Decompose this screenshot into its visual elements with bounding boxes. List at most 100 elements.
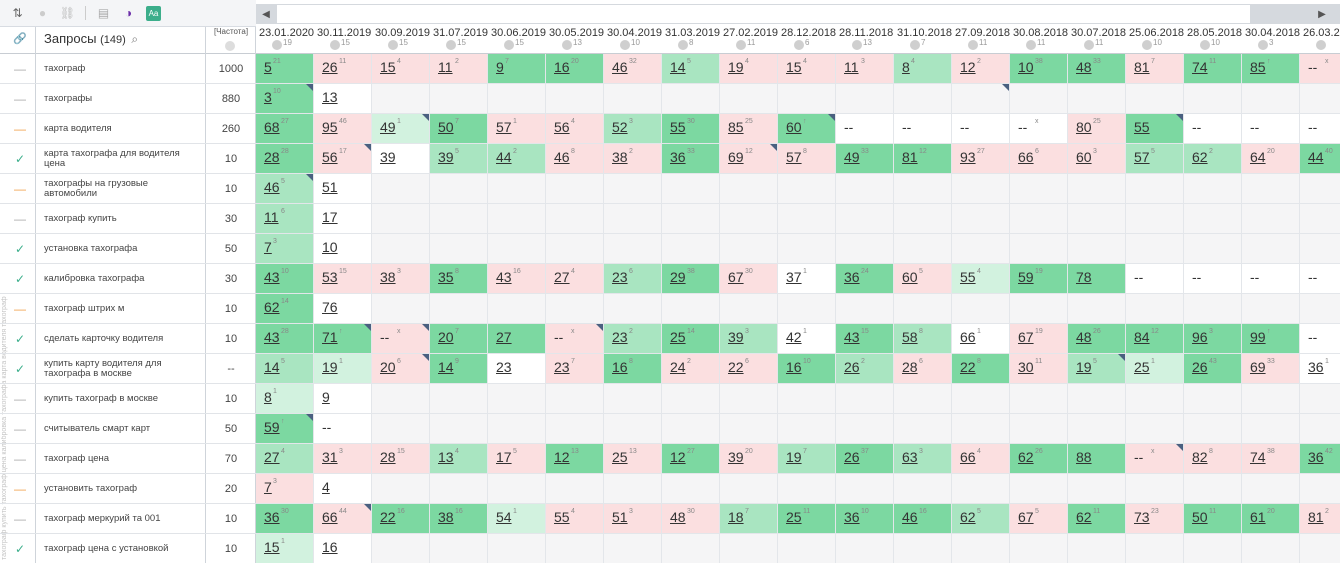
position-value[interactable]: 10	[1018, 59, 1034, 75]
position-cell[interactable]: 71 ↑	[314, 324, 372, 354]
position-value[interactable]: 55	[670, 119, 686, 135]
position-cell[interactable]: 46 32	[604, 54, 662, 84]
position-cell[interactable]: 67 5	[1010, 504, 1068, 534]
date-column-header[interactable]: 30.11.2019 15	[314, 27, 372, 53]
position-cell[interactable]: 50 7	[430, 114, 488, 144]
position-cell[interactable]: 95 46	[314, 114, 372, 144]
position-cell[interactable]: 25 13	[604, 444, 662, 474]
position-value[interactable]: 49	[844, 149, 860, 165]
position-value[interactable]: 48	[670, 509, 686, 525]
position-value[interactable]: 5	[264, 59, 272, 75]
position-value[interactable]: 19	[786, 449, 802, 465]
position-cell[interactable]: 38 3	[372, 264, 430, 294]
position-cell[interactable]: 25 1	[1126, 354, 1184, 384]
position-cell[interactable]: 11 2	[430, 54, 488, 84]
position-value[interactable]: 15	[380, 59, 396, 75]
position-value[interactable]: 66	[960, 449, 976, 465]
date-column-header[interactable]: 28.12.2018 6	[778, 27, 836, 53]
query-text[interactable]: тахограф купить	[44, 213, 117, 224]
position-cell[interactable]: 16 10	[778, 354, 836, 384]
position-value[interactable]: 69	[728, 149, 744, 165]
position-value[interactable]: 26	[844, 359, 860, 375]
position-cell[interactable]: 57 5	[1126, 144, 1184, 174]
position-cell[interactable]: -- x	[372, 324, 430, 354]
position-value[interactable]: 30	[1018, 359, 1034, 375]
position-value[interactable]: 23	[496, 359, 512, 375]
position-cell[interactable]: 82 8	[1184, 444, 1242, 474]
position-cell[interactable]: 99 ↑	[1242, 324, 1300, 354]
position-cell[interactable]: 16	[314, 534, 372, 563]
position-cell[interactable]: 85 25	[720, 114, 778, 144]
position-value[interactable]: --	[380, 329, 390, 345]
position-value[interactable]: 39	[728, 329, 744, 345]
position-cell[interactable]: --	[1242, 114, 1300, 144]
query-row[interactable]: — тахограф купить 30	[0, 204, 256, 234]
position-cell[interactable]: --	[1300, 114, 1340, 144]
position-cell[interactable]: 84 12	[1126, 324, 1184, 354]
position-value[interactable]: --	[1134, 269, 1144, 285]
link-icon[interactable]: 🔗	[13, 33, 27, 45]
position-value[interactable]: 48	[1076, 59, 1092, 75]
date-column-header[interactable]: 30.04.2019 10	[604, 27, 662, 53]
query-text[interactable]: тахограф меркурий та 001	[44, 513, 161, 524]
position-value[interactable]: 99	[1250, 329, 1266, 345]
position-cell[interactable]: 20 6	[372, 354, 430, 384]
position-cell[interactable]: 22 8	[952, 354, 1010, 384]
position-cell[interactable]: 23 2	[604, 324, 662, 354]
font-icon[interactable]: Aa	[146, 5, 161, 21]
query-text[interactable]: тахографы	[44, 93, 93, 104]
query-row[interactable]: — тахограф меркурий та 001 10	[0, 504, 256, 534]
position-cell[interactable]: -- x	[546, 324, 604, 354]
position-value[interactable]: 67	[1018, 329, 1034, 345]
position-value[interactable]: 36	[1308, 359, 1324, 375]
position-cell[interactable]: 23 7	[546, 354, 604, 384]
status-neutral-icon[interactable]: —	[14, 512, 26, 526]
position-value[interactable]: 55	[960, 269, 976, 285]
position-value[interactable]: 67	[728, 269, 744, 285]
position-cell[interactable]: --	[1300, 324, 1340, 354]
position-value[interactable]: 25	[612, 449, 628, 465]
position-value[interactable]: 11	[264, 209, 279, 225]
position-value[interactable]: 43	[264, 269, 280, 285]
position-value[interactable]: 54	[496, 509, 512, 525]
position-value[interactable]: 16	[612, 359, 628, 375]
position-cell[interactable]: 61 20	[1242, 504, 1300, 534]
position-cell[interactable]: 62 2	[1184, 144, 1242, 174]
search-icon[interactable]: ⌕	[131, 32, 139, 46]
position-value[interactable]: 38	[438, 509, 454, 525]
check-icon[interactable]: ✓	[14, 272, 26, 286]
position-cell[interactable]: 29 38	[662, 264, 720, 294]
position-cell[interactable]: 44 2	[488, 144, 546, 174]
date-column-header[interactable]: 28.11.2018 13	[836, 27, 894, 53]
position-value[interactable]: 39	[438, 149, 454, 165]
check-icon[interactable]: ✓	[14, 362, 26, 376]
position-value[interactable]: 64	[1250, 149, 1266, 165]
position-value[interactable]: 58	[902, 329, 918, 345]
position-cell[interactable]: 9	[314, 384, 372, 414]
query-text[interactable]: купить тахограф в москве	[44, 393, 158, 404]
position-cell[interactable]: 62 11	[1068, 504, 1126, 534]
horizontal-scrollbar[interactable]: ◀ ▶	[256, 4, 1340, 24]
position-value[interactable]: 51	[322, 179, 338, 195]
position-cell[interactable]: 36 42	[1300, 444, 1340, 474]
position-cell[interactable]: 55 4	[546, 504, 604, 534]
position-value[interactable]: 28	[264, 149, 280, 165]
position-value[interactable]: 7	[264, 479, 272, 495]
position-cell[interactable]: --	[894, 114, 952, 144]
position-value[interactable]: 26	[322, 59, 338, 75]
date-column-header[interactable]: 27.02.2019 11	[720, 27, 778, 53]
position-cell[interactable]: 26 11	[314, 54, 372, 84]
position-cell[interactable]: 12 27	[662, 444, 720, 474]
position-cell[interactable]: 60 5	[894, 264, 952, 294]
position-cell[interactable]: 14 5	[256, 354, 314, 384]
toggle-icon[interactable]: ●	[38, 6, 47, 20]
check-icon[interactable]: ✓	[14, 242, 26, 256]
position-cell[interactable]: --	[314, 414, 372, 444]
query-text[interactable]: калибровка тахографа	[44, 273, 145, 284]
query-text[interactable]: тахограф	[44, 63, 86, 74]
position-value[interactable]: 36	[844, 509, 860, 525]
position-value[interactable]: 4	[322, 479, 330, 495]
position-cell[interactable]: 36 30	[256, 504, 314, 534]
position-cell[interactable]: 66 4	[952, 444, 1010, 474]
query-row[interactable]: ✓ карта тахографа для водителя цена 10	[0, 144, 256, 174]
